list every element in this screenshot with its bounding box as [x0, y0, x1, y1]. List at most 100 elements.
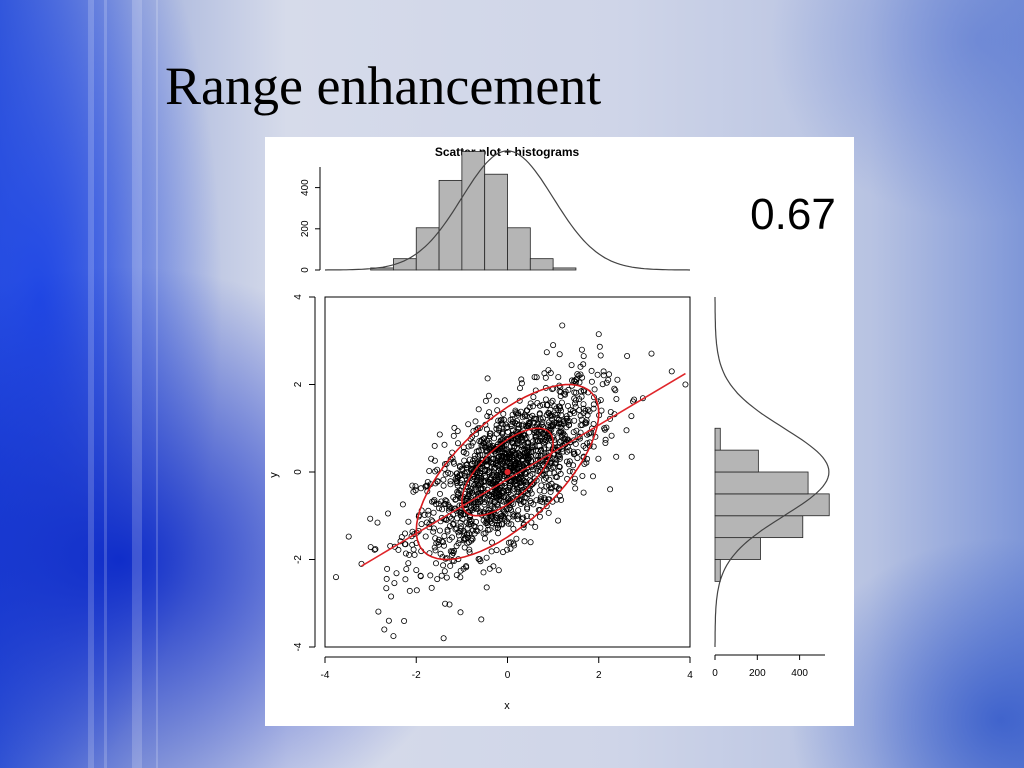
scatter-point — [521, 494, 528, 501]
scatter-point — [548, 480, 555, 487]
scatter-point — [574, 449, 581, 456]
scatter-point — [533, 497, 540, 504]
x-axis-label: x — [504, 700, 510, 712]
scatter-point — [502, 463, 509, 470]
scatter-point — [570, 448, 577, 455]
scatter-point — [446, 601, 453, 608]
scatter-point — [560, 417, 567, 424]
scatter-point — [520, 462, 527, 469]
scatter-point — [556, 420, 563, 427]
scatter-point — [513, 418, 520, 425]
scatter-point — [473, 426, 480, 433]
scatter-point — [454, 478, 461, 485]
scatter-point — [467, 520, 474, 527]
scatter-point — [421, 511, 428, 518]
scatter-point — [483, 496, 490, 503]
scatter-point — [470, 492, 477, 499]
scatter-point — [588, 378, 595, 385]
scatter-point — [514, 459, 521, 466]
scatter-point — [457, 609, 464, 616]
scatter-point — [521, 432, 528, 439]
scatter-point — [507, 416, 514, 423]
scatter-point — [385, 617, 392, 624]
scatter-point — [383, 575, 390, 582]
scatter-point — [532, 523, 539, 530]
scatter-point — [499, 431, 506, 438]
scatter-point — [470, 468, 477, 475]
scatter-point — [430, 509, 437, 516]
scatter-point — [457, 510, 464, 517]
scatter-point — [611, 385, 618, 392]
scatter-point — [546, 412, 553, 419]
scatter-point — [434, 576, 441, 583]
scatter-point — [501, 508, 508, 515]
scatter-point — [554, 453, 561, 460]
scatter-point — [453, 572, 460, 579]
scatter-point — [590, 401, 597, 408]
correlation-annotation: 0.67 — [750, 190, 836, 239]
scatter-point — [571, 409, 578, 416]
scatter-point — [498, 493, 505, 500]
scatter-point — [506, 484, 513, 491]
right-hist-tick-label: 400 — [791, 668, 808, 679]
scatter-point — [402, 550, 409, 557]
scatter-point — [465, 443, 472, 450]
y-tick-label: 0 — [293, 469, 304, 475]
scatter-point — [513, 535, 520, 542]
scatter-point — [574, 434, 581, 441]
scatter-point — [552, 459, 559, 466]
scatter-point — [493, 422, 500, 429]
scatter-point — [451, 424, 458, 431]
scatter-point — [624, 352, 631, 359]
scatter-point — [441, 441, 448, 448]
scatter-point — [438, 572, 445, 579]
scatter-point — [504, 424, 511, 431]
scatter-point — [530, 394, 537, 401]
scatter-point — [495, 567, 502, 574]
scatter-point — [450, 520, 457, 527]
scatter-point — [520, 514, 527, 521]
scatter-point — [501, 438, 508, 445]
scatter-point — [479, 485, 486, 492]
scatter-point — [545, 509, 552, 516]
scatter-point — [405, 560, 412, 567]
scatter-point — [426, 467, 433, 474]
scatter-point — [553, 496, 560, 503]
scatter-point — [482, 447, 489, 454]
scatter-point — [531, 429, 538, 436]
scatter-point — [409, 482, 416, 489]
scatter-point — [428, 584, 435, 591]
scatter-point — [516, 464, 523, 471]
scatter-point — [515, 507, 522, 514]
scatter-point — [580, 401, 587, 408]
scatter-point — [485, 516, 492, 523]
scatter-point — [452, 496, 459, 503]
scatter-point — [460, 527, 467, 534]
scatter-point — [560, 448, 567, 455]
scatter-point — [385, 510, 392, 517]
right-histogram-bar — [714, 559, 721, 582]
x-tick-label: 4 — [687, 670, 693, 681]
scatter-point — [668, 368, 675, 375]
scatter-point — [409, 528, 416, 535]
scatter-point — [555, 416, 562, 423]
scatter-point — [447, 562, 454, 569]
scatter-point — [612, 387, 619, 394]
scatter-point — [469, 506, 476, 513]
scatter-point — [555, 407, 562, 414]
scatter-point — [480, 569, 487, 576]
scatter-point — [572, 440, 579, 447]
scatter-point — [375, 608, 382, 615]
scatter-point — [571, 417, 578, 424]
scatter-point — [512, 480, 519, 487]
scatter-point — [498, 416, 505, 423]
scatter-point — [487, 430, 494, 437]
scatter-point — [444, 528, 451, 535]
scatter-point — [478, 616, 485, 623]
scatter-point — [511, 512, 518, 519]
scatter-point — [588, 367, 595, 374]
scatter-point — [450, 547, 457, 554]
scatter-point — [576, 379, 583, 386]
scatter-point — [515, 410, 522, 417]
scatter-point — [543, 503, 550, 510]
